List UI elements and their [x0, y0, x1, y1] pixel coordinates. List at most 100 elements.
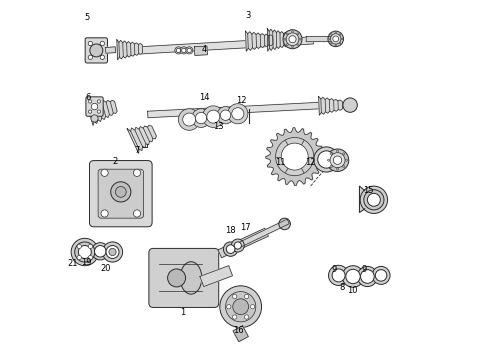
Text: 3: 3	[245, 11, 250, 20]
Circle shape	[109, 248, 116, 256]
Circle shape	[227, 305, 231, 309]
Circle shape	[133, 169, 141, 176]
Text: 12: 12	[305, 158, 316, 167]
Circle shape	[342, 266, 364, 287]
Circle shape	[375, 270, 387, 281]
Text: 4: 4	[202, 45, 207, 54]
Circle shape	[100, 41, 104, 46]
FancyBboxPatch shape	[90, 161, 152, 227]
Circle shape	[186, 47, 193, 54]
Polygon shape	[218, 228, 269, 258]
Circle shape	[175, 47, 182, 54]
Circle shape	[74, 242, 95, 262]
Circle shape	[326, 149, 349, 171]
Circle shape	[231, 239, 245, 252]
Text: 9: 9	[332, 265, 337, 274]
Circle shape	[98, 100, 100, 103]
Polygon shape	[195, 46, 207, 55]
Circle shape	[286, 44, 288, 45]
Circle shape	[372, 266, 390, 284]
Circle shape	[286, 33, 299, 46]
Circle shape	[284, 38, 286, 40]
Circle shape	[223, 242, 238, 256]
Circle shape	[281, 143, 308, 170]
Circle shape	[89, 110, 92, 113]
Circle shape	[292, 31, 294, 33]
Polygon shape	[245, 31, 273, 51]
Circle shape	[176, 48, 180, 53]
Circle shape	[233, 294, 237, 298]
Circle shape	[196, 112, 207, 124]
Circle shape	[335, 32, 337, 33]
Circle shape	[299, 38, 301, 40]
Circle shape	[180, 47, 187, 54]
Circle shape	[95, 246, 106, 257]
Polygon shape	[306, 36, 335, 42]
Circle shape	[207, 110, 220, 123]
Circle shape	[106, 246, 119, 258]
Text: 17: 17	[241, 223, 251, 232]
Text: 8: 8	[340, 284, 345, 292]
Circle shape	[88, 256, 93, 260]
Circle shape	[77, 244, 81, 248]
Circle shape	[102, 242, 122, 262]
Circle shape	[202, 106, 224, 127]
Circle shape	[101, 210, 108, 217]
Circle shape	[314, 147, 339, 172]
Circle shape	[328, 31, 343, 47]
Circle shape	[333, 156, 342, 165]
Circle shape	[283, 30, 302, 49]
Circle shape	[341, 38, 343, 40]
Text: 11: 11	[275, 158, 286, 167]
Text: 7: 7	[134, 146, 140, 155]
Circle shape	[89, 100, 92, 103]
Circle shape	[331, 34, 332, 35]
Circle shape	[279, 218, 291, 230]
FancyBboxPatch shape	[86, 97, 103, 116]
Polygon shape	[105, 47, 116, 53]
Polygon shape	[266, 128, 323, 185]
Polygon shape	[200, 266, 232, 287]
Circle shape	[101, 169, 108, 176]
Text: 10: 10	[347, 287, 358, 295]
Polygon shape	[235, 219, 289, 249]
Circle shape	[346, 269, 360, 284]
Circle shape	[233, 315, 237, 319]
Circle shape	[339, 42, 341, 44]
Circle shape	[178, 109, 200, 130]
Circle shape	[78, 246, 91, 258]
Text: 5: 5	[85, 13, 90, 22]
Text: 15: 15	[363, 186, 373, 195]
Circle shape	[343, 153, 345, 155]
Circle shape	[330, 153, 332, 155]
Circle shape	[368, 193, 380, 206]
Text: 16: 16	[233, 326, 244, 335]
Circle shape	[357, 266, 377, 287]
Circle shape	[234, 242, 242, 249]
Circle shape	[329, 38, 330, 40]
Circle shape	[286, 33, 288, 35]
Circle shape	[192, 109, 210, 127]
Circle shape	[88, 55, 93, 59]
Text: 9: 9	[361, 265, 367, 274]
Circle shape	[245, 294, 249, 298]
Polygon shape	[268, 28, 291, 51]
Circle shape	[289, 36, 296, 43]
Circle shape	[331, 42, 332, 44]
Circle shape	[90, 44, 103, 57]
Circle shape	[335, 44, 337, 46]
Text: 14: 14	[199, 93, 210, 102]
Polygon shape	[360, 186, 365, 212]
Text: 12: 12	[236, 96, 246, 105]
Circle shape	[332, 269, 345, 282]
Circle shape	[297, 33, 299, 35]
Polygon shape	[127, 125, 156, 153]
FancyBboxPatch shape	[98, 169, 144, 218]
Circle shape	[111, 182, 131, 202]
Text: 1: 1	[180, 308, 186, 317]
Circle shape	[220, 110, 231, 120]
Circle shape	[292, 46, 294, 48]
Circle shape	[98, 110, 100, 113]
Circle shape	[361, 270, 374, 283]
Circle shape	[339, 34, 341, 35]
